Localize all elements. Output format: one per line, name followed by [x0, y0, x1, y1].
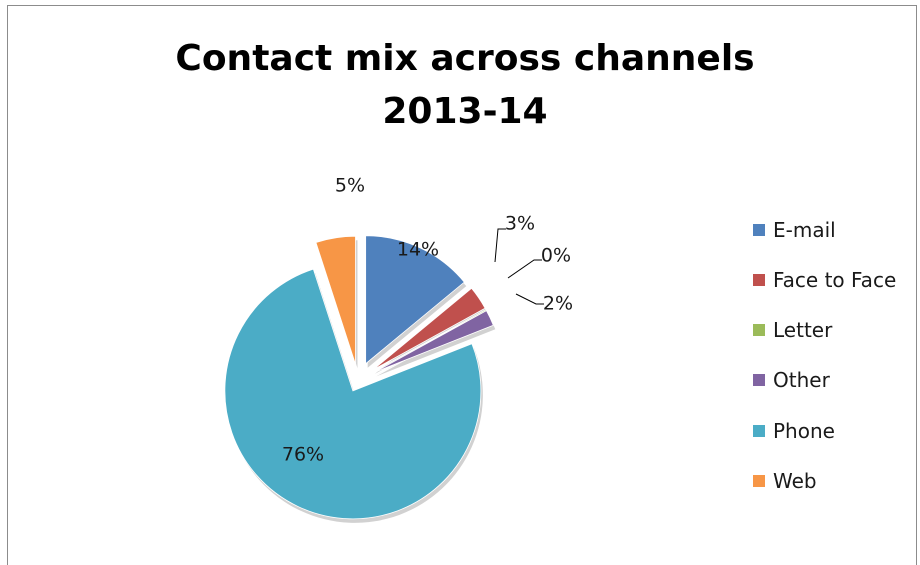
legend-item-other: Other	[753, 368, 830, 392]
leader-line-face-to-face	[494, 228, 506, 263]
legend-label-phone: Phone	[773, 419, 835, 443]
pie-slice-face-to-face	[372, 287, 486, 371]
chart-title: Contact mix across channels 2013-14	[100, 32, 830, 138]
legend-swatch-other	[753, 374, 765, 386]
legend-item-letter: Letter	[753, 318, 832, 342]
leader-line-other	[515, 293, 544, 305]
legend-item-email: E-mail	[753, 218, 836, 242]
chart-title-line-2: 2013-14	[382, 91, 548, 132]
legend-item-face-to-face: Face to Face	[753, 268, 896, 292]
data-label-phone: 76%	[282, 444, 324, 466]
chart-frame	[7, 5, 917, 565]
chart-title-line-1: Contact mix across channels	[175, 38, 755, 79]
pie-slice-other	[374, 310, 494, 373]
data-label-e-mail: 14%	[397, 239, 439, 261]
pie-slice-web	[315, 235, 356, 365]
data-label-web: 5%	[335, 175, 365, 197]
legend-item-phone: Phone	[753, 419, 835, 443]
data-label-face-to-face: 3%	[505, 213, 535, 235]
legend-label-other: Other	[773, 368, 830, 392]
legend-swatch-face-to-face	[753, 274, 765, 286]
legend-label-face-to-face: Face to Face	[773, 268, 897, 292]
legend-swatch-email	[753, 224, 765, 236]
legend-label-web: Web	[773, 469, 817, 493]
legend-swatch-phone	[753, 425, 765, 437]
legend-label-email: E-mail	[773, 218, 836, 242]
legend-swatch-letter	[753, 324, 765, 336]
pie-slice-phone	[224, 268, 482, 520]
pie-slice-e-mail	[365, 235, 465, 365]
legend-label-letter: Letter	[773, 318, 833, 342]
leader-line-letter	[507, 259, 542, 279]
legend-item-web: Web	[753, 469, 817, 493]
data-label-other: 2%	[543, 293, 573, 315]
data-label-letter: 0%	[541, 245, 571, 267]
legend-swatch-web	[753, 475, 765, 487]
